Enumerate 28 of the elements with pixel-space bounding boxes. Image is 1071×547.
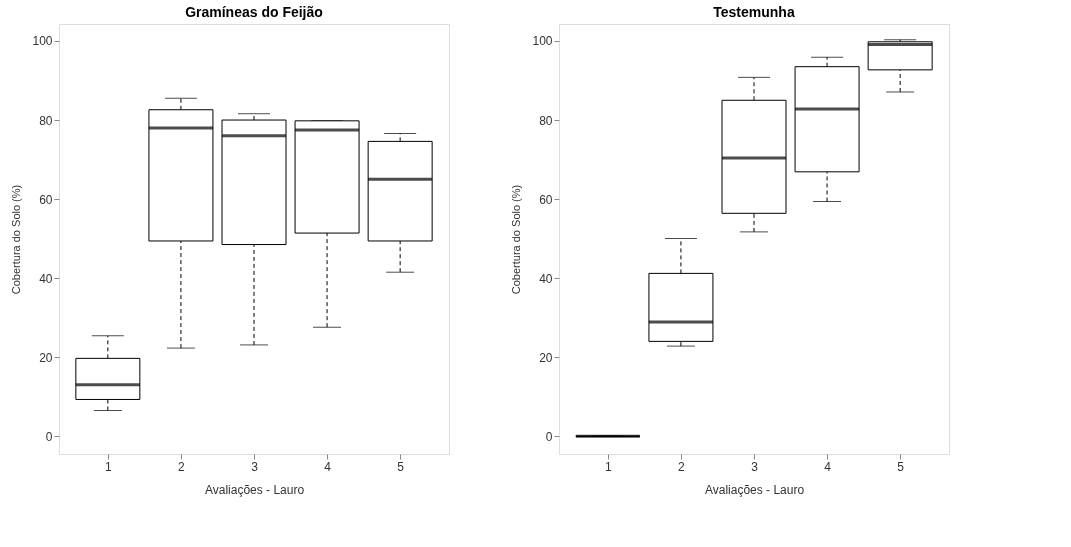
- x-tick-label: 1: [105, 459, 112, 474]
- x-tick-label: 4: [824, 459, 832, 474]
- y-axis-title: Cobertura do Solo (%): [10, 184, 23, 295]
- x-tick-label: 5: [397, 459, 405, 474]
- x-tick-label: 2: [678, 459, 686, 474]
- y-tick-label: 100: [32, 34, 53, 49]
- x-tick-label: 2: [178, 459, 186, 474]
- y-tick-label: 100: [532, 34, 553, 49]
- x-tick-label: 3: [751, 459, 759, 474]
- x-tick-label: 1: [605, 459, 612, 474]
- y-tick-label: 0: [545, 429, 553, 444]
- y-tick-label: 40: [39, 271, 53, 286]
- y-axis-title: Cobertura do Solo (%): [510, 184, 523, 295]
- x-tick-label: 5: [897, 459, 905, 474]
- y-tick-label: 80: [39, 113, 53, 128]
- x-tick-label: 3: [251, 459, 259, 474]
- y-tick-label: 20: [39, 350, 53, 365]
- x-axis-title: Avaliações - Lauro: [704, 482, 805, 497]
- chart-title: Gramíneas do Feijão: [185, 4, 323, 20]
- x-axis-title: Avaliações - Lauro: [204, 482, 305, 497]
- y-tick-label: 40: [539, 271, 553, 286]
- chart-title: Testemunha: [713, 4, 795, 20]
- y-tick-label: 0: [45, 429, 53, 444]
- x-tick-label: 4: [324, 459, 332, 474]
- y-tick-label: 60: [39, 192, 53, 207]
- y-tick-label: 20: [539, 350, 553, 365]
- y-tick-label: 80: [539, 113, 553, 128]
- y-tick-label: 60: [539, 192, 553, 207]
